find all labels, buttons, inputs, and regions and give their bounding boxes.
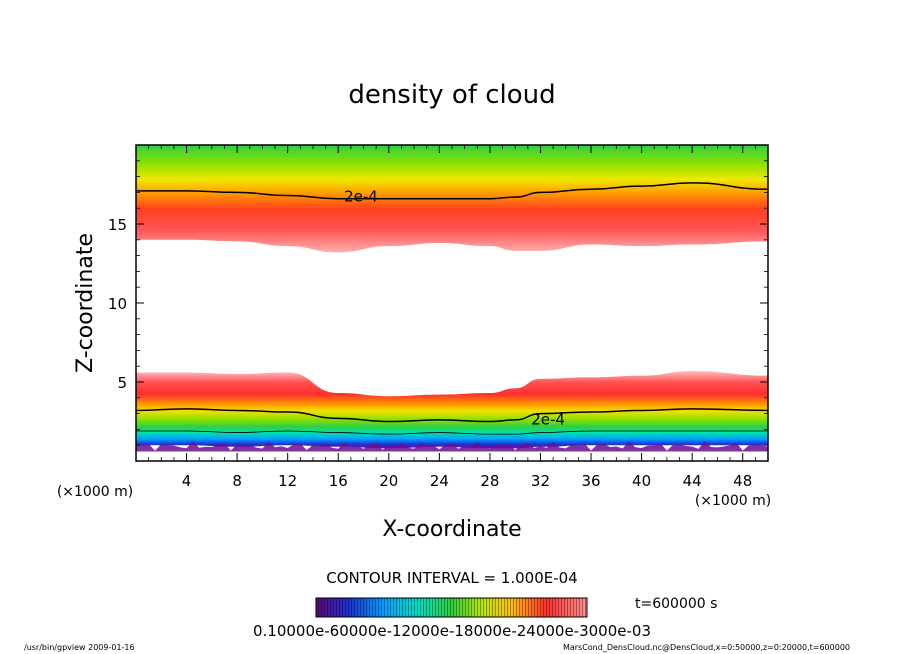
contour-line-lower [136, 408, 768, 423]
y-axis-title: Z-coordinate [73, 233, 98, 373]
colorbar [315, 597, 588, 618]
x-tick-label: 4 [182, 472, 192, 490]
colorbar-labels: 0.10000e-60000e-12000e-18000e-24000e-300… [253, 622, 651, 640]
x-tick-label: 16 [329, 472, 348, 490]
y-tick-label: 5 [117, 374, 127, 392]
contour-interval-text: CONTOUR INTERVAL = 1.000E-04 [326, 569, 577, 587]
lower-cloud-band [136, 370, 768, 449]
contour-label-lower: 2e-4 [531, 410, 565, 428]
chart-title: density of cloud [348, 80, 555, 110]
x-tick-label: 40 [632, 472, 651, 490]
x-axis-title: X-coordinate [382, 517, 521, 542]
time-label: t=600000 s [635, 596, 717, 612]
footer-right: MarsCond_DensCloud.nc@DensCloud,x=0:5000… [563, 643, 850, 652]
x-tick-label: 28 [480, 472, 499, 490]
z-axis-unit: (×1000 m) [57, 484, 133, 500]
x-tick-label: 8 [232, 472, 242, 490]
x-axis-unit: (×1000 m) [695, 493, 771, 509]
x-tick-label: 48 [733, 472, 752, 490]
x-tick-label: 20 [379, 472, 398, 490]
contour-line-upper [136, 182, 768, 200]
y-tick-label: 10 [108, 295, 127, 313]
plot-area: 2e-4 2e-4 [136, 145, 768, 452]
x-tick-label: 36 [581, 472, 600, 490]
y-tick-label: 15 [108, 216, 127, 234]
x-tick-label: 24 [430, 472, 449, 490]
footer-left: /usr/bin/gpview 2009-01-16 [24, 643, 135, 652]
contour-label-upper: 2e-4 [344, 188, 378, 206]
x-tick-label: 32 [531, 472, 550, 490]
lower-cloud-fringe [136, 437, 768, 452]
x-tick-label: 12 [278, 472, 297, 490]
x-tick-label: 44 [683, 472, 702, 490]
contour-line-lower-base [136, 430, 768, 435]
